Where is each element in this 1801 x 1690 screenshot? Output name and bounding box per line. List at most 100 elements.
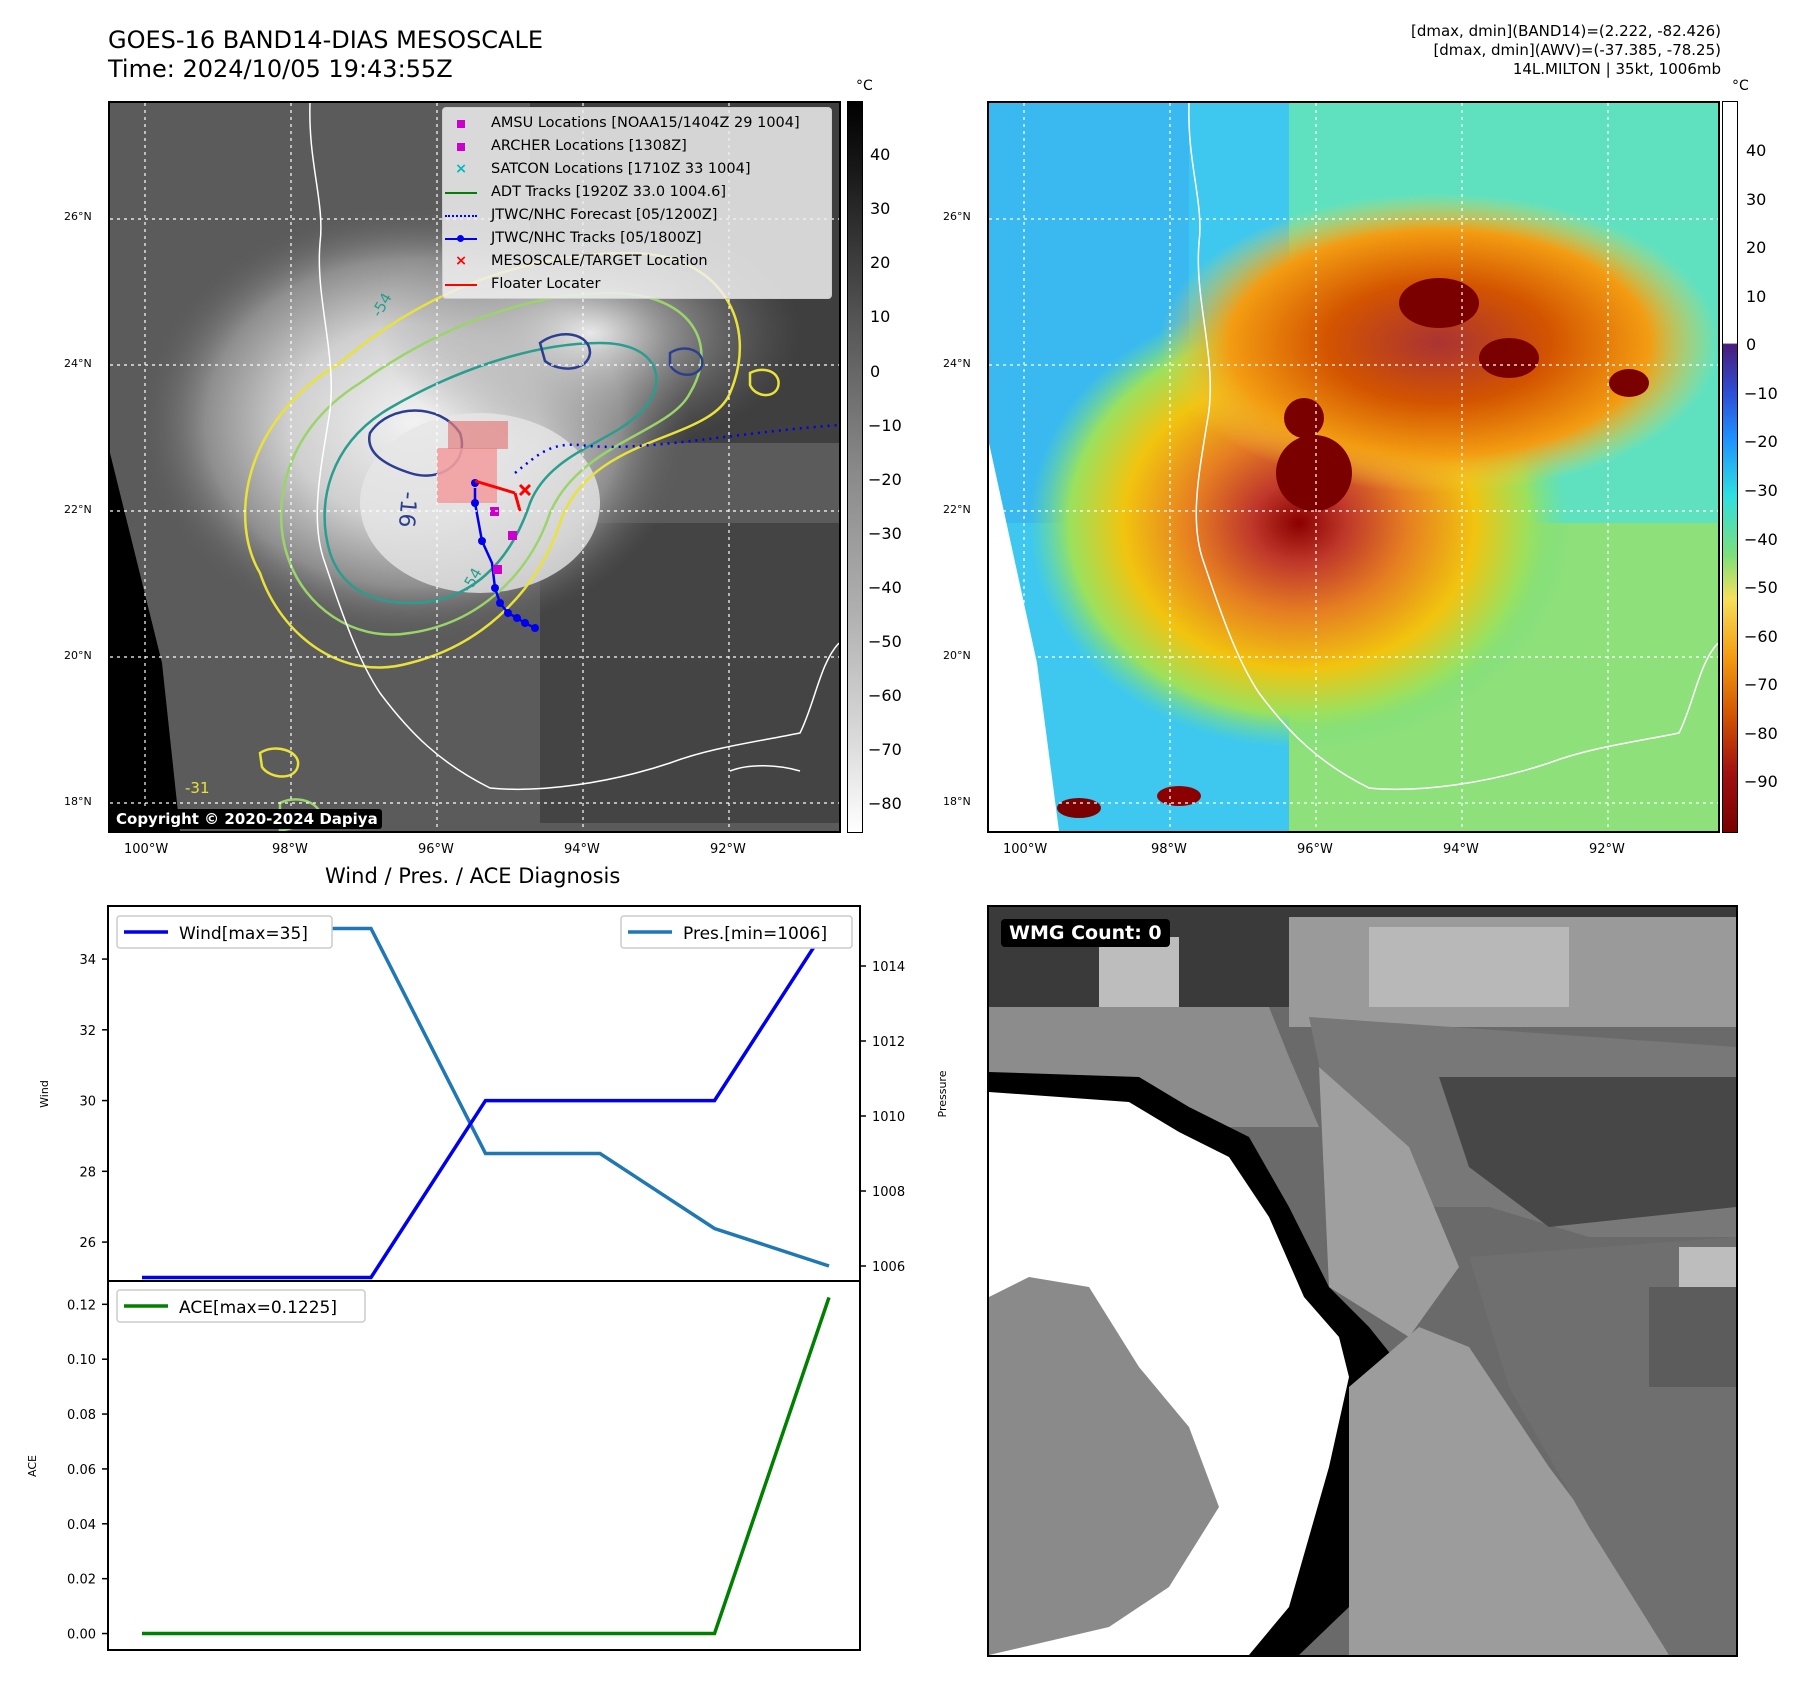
ace-tick-label: 0.02: [67, 1573, 96, 1588]
best-track-points: [471, 479, 539, 632]
colorbar-tick: −20: [1744, 432, 1778, 451]
lat-label: 24°N: [943, 357, 971, 370]
wmg-image: [989, 907, 1736, 1655]
lat-label: 26°N: [64, 210, 92, 223]
stats-block: [dmax, dmin](BAND14)=(2.222, -82.426) [d…: [1411, 22, 1721, 79]
awv-map-image: [989, 103, 1718, 831]
legend-item-adt: ADT Tracks [1920Z 33.0 1004.6]: [443, 181, 831, 204]
pressure-legend: Pres.[min=1006]: [620, 915, 853, 949]
colorbar-tick: −50: [868, 632, 902, 651]
colorbar-tick: −60: [868, 686, 902, 705]
colorbar-tick: 0: [1746, 335, 1757, 354]
x-icon: ×: [455, 253, 468, 269]
ace-tick-label: 0.04: [67, 1518, 96, 1533]
storm-info: 14L.MILTON | 35kt, 1006mb: [1512, 60, 1721, 78]
ace-tick-label: 0.00: [67, 1628, 96, 1643]
wind-tick-label: 32: [79, 1024, 96, 1039]
lon-label: 100°W: [124, 842, 169, 857]
ir-colorbar-unit: °C: [856, 78, 873, 94]
lon-label: 96°W: [1297, 842, 1333, 857]
pressure-tick-label: 1008: [872, 1185, 905, 1200]
lat-label: 22°N: [64, 503, 92, 516]
wind-legend: Wind[max=35]: [116, 915, 333, 949]
legend-item-amsu: AMSU Locations [NOAA15/1404Z 29 1004]: [443, 112, 831, 135]
pressure-ticks: 1006 1008 1010 1012 1014: [860, 960, 905, 1275]
colorbar-tick: −30: [1744, 481, 1778, 500]
colorbar-tick: 30: [870, 199, 891, 218]
pressure-legend-label: Pres.[min=1006]: [683, 924, 827, 944]
square-icon: [457, 143, 465, 151]
wind-tick-label: 26: [79, 1236, 96, 1251]
legend-item-satcon: × SATCON Locations [1710Z 33 1004]: [443, 158, 831, 181]
legend-item-target: × MESOSCALE/TARGET Location: [443, 250, 831, 273]
wind-pressure-axes: [107, 905, 861, 1282]
legend-item-floater: Floater Locater: [443, 273, 831, 296]
line-icon: [445, 192, 477, 194]
awv-colorbar-unit: °C: [1732, 78, 1749, 94]
wmg-count-label: WMG Count: 0: [1001, 919, 1170, 947]
colorbar-tick: 40: [1746, 141, 1767, 160]
colorbar-tick: 10: [1746, 287, 1767, 306]
lon-label: 100°W: [1003, 842, 1048, 857]
x-icon: ×: [455, 161, 468, 177]
ace-series-line: [142, 1296, 831, 1636]
map-grid: [989, 103, 1718, 831]
best-track: [473, 488, 536, 630]
colorbar-tick: 20: [870, 253, 891, 272]
cloud-contours: [243, 251, 780, 831]
ace-tick-label: 0.12: [67, 1298, 96, 1313]
ir-colorbar: [847, 101, 863, 833]
colorbar-tick: −40: [868, 578, 902, 597]
colorbar-tick: 20: [1746, 238, 1767, 257]
colorbar-tick: −20: [868, 470, 902, 489]
lon-label: 98°W: [1151, 842, 1187, 857]
colorbar-tick: −40: [1744, 530, 1778, 549]
ace-tick-label: 0.08: [67, 1408, 96, 1423]
colorbar-tick: −90: [1744, 772, 1778, 791]
forecast-track: [514, 423, 839, 474]
coastline: [309, 103, 839, 790]
lon-label: 96°W: [418, 842, 454, 857]
ace-axes: [107, 1280, 861, 1651]
awv-colorbar: [1722, 101, 1738, 833]
colorbar-tick: −70: [1744, 675, 1778, 694]
floater-locater: [474, 479, 516, 495]
lon-label: 92°W: [710, 842, 746, 857]
colorbar-tick: 0: [870, 362, 881, 381]
pressure-tick-label: 1014: [872, 960, 905, 975]
lat-label: 20°N: [64, 649, 92, 662]
wind-series-line: [142, 922, 831, 1280]
diagnosis-title: Wind / Pres. / ACE Diagnosis: [325, 864, 621, 888]
lon-label: 94°W: [564, 842, 600, 857]
pressure-tick-label: 1012: [872, 1035, 905, 1050]
title-line-time: Time: 2024/10/05 19:43:55Z: [108, 55, 453, 83]
colorbar-tick: 30: [1746, 190, 1767, 209]
lat-label: 20°N: [943, 649, 971, 662]
wind-tick-label: 28: [79, 1165, 96, 1180]
copyright-label: Copyright © 2020-2024 Dapiya: [112, 809, 382, 829]
floater-area: [437, 448, 497, 503]
wind-tick-label: 34: [79, 953, 96, 968]
lon-label: 92°W: [1589, 842, 1625, 857]
figure-title: GOES-16 BAND14-DIAS MESOSCALE Time: 2024…: [108, 26, 543, 84]
line-icon: [445, 284, 477, 286]
lat-label: 26°N: [943, 210, 971, 223]
wind-legend-label: Wind[max=35]: [179, 924, 308, 944]
pressure-axis-label: Pressure: [936, 1070, 949, 1117]
contour-label-2: -16: [393, 490, 421, 528]
lon-label: 94°W: [1443, 842, 1479, 857]
archer-marker: [508, 531, 517, 540]
ir-map-panel: -54 -16 -31 -54: [108, 101, 841, 833]
legend-item-archer: ARCHER Locations [1308Z]: [443, 135, 831, 158]
colorbar-tick: 10: [870, 307, 891, 326]
ace-axis-label: ACE: [26, 1455, 39, 1477]
ir-map-legend: AMSU Locations [NOAA15/1404Z 29 1004] AR…: [442, 107, 832, 299]
colorbar-tick: −50: [1744, 578, 1778, 597]
pressure-tick-label: 1006: [872, 1260, 905, 1275]
colorbar-tick: −10: [1744, 384, 1778, 403]
pressure-tick-label: 1010: [872, 1110, 905, 1125]
contour-label-3: -31: [185, 779, 210, 797]
square-icon: [457, 120, 465, 128]
lat-label: 22°N: [943, 503, 971, 516]
colorbar-tick: −80: [1744, 724, 1778, 743]
